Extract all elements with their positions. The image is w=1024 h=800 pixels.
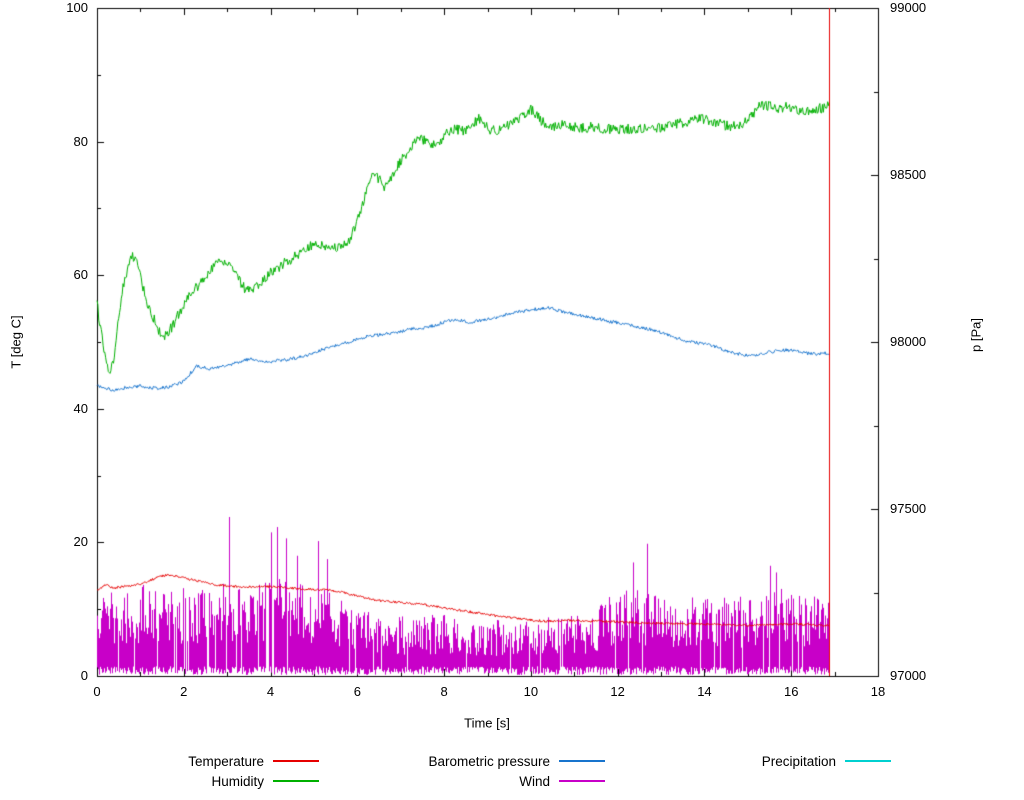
legend-line-sample	[559, 780, 605, 782]
y-right-tick-label: 97500	[890, 501, 927, 516]
x-tick-label: 12	[610, 684, 625, 699]
legend-label: Precipitation	[761, 753, 836, 769]
legend-label: Barometric pressure	[428, 753, 550, 769]
legend-label: Humidity	[211, 773, 264, 789]
y-left-tick-label: 100	[66, 0, 88, 15]
legend-line-sample	[273, 760, 319, 762]
y-right-tick-label: 97000	[890, 668, 927, 683]
x-tick-label: 4	[266, 684, 275, 699]
y-left-tick-label: 0	[80, 668, 88, 683]
legend-line-sample	[845, 760, 891, 762]
legend-label: Temperature	[188, 753, 264, 769]
legend-label: Wind	[519, 773, 550, 789]
y-left-tick-label: 80	[73, 133, 88, 149]
x-tick-label: 0	[93, 684, 101, 699]
y-right-tick-label: 98000	[890, 334, 927, 349]
x-tick-label: 14	[697, 684, 712, 699]
y-left-tick-label: 40	[73, 400, 88, 416]
x-tick-label: 2	[180, 684, 188, 699]
legend-line-sample	[273, 780, 319, 782]
legend-line-sample	[559, 760, 605, 762]
x-tick-label: 6	[353, 684, 361, 699]
y-left-tick-label: 60	[73, 267, 88, 283]
x-tick-label: 16	[783, 684, 799, 699]
x-tick-label: 8	[440, 684, 448, 699]
y-right-tick-label: 98500	[890, 167, 927, 182]
y-axis-label-right: p [Pa]	[968, 318, 984, 352]
x-axis-label: Time [s]	[464, 715, 510, 731]
x-tick-label: 10	[523, 684, 539, 699]
y-left-tick-label: 20	[73, 534, 88, 550]
y-right-tick-label: 99000	[890, 0, 927, 15]
legend-entry-humidity: Humidity	[0, 772, 319, 790]
legend-entry-wind: Wind	[259, 772, 605, 790]
y-axis-label-left: T [deg C]	[8, 315, 24, 369]
legend-entry-temperature: Temperature	[0, 752, 319, 770]
x-tick-label: 18	[870, 684, 886, 699]
legend-entry-barometric-pressure: Barometric pressure	[259, 752, 605, 770]
legend-entry-precipitation: Precipitation	[545, 752, 891, 770]
